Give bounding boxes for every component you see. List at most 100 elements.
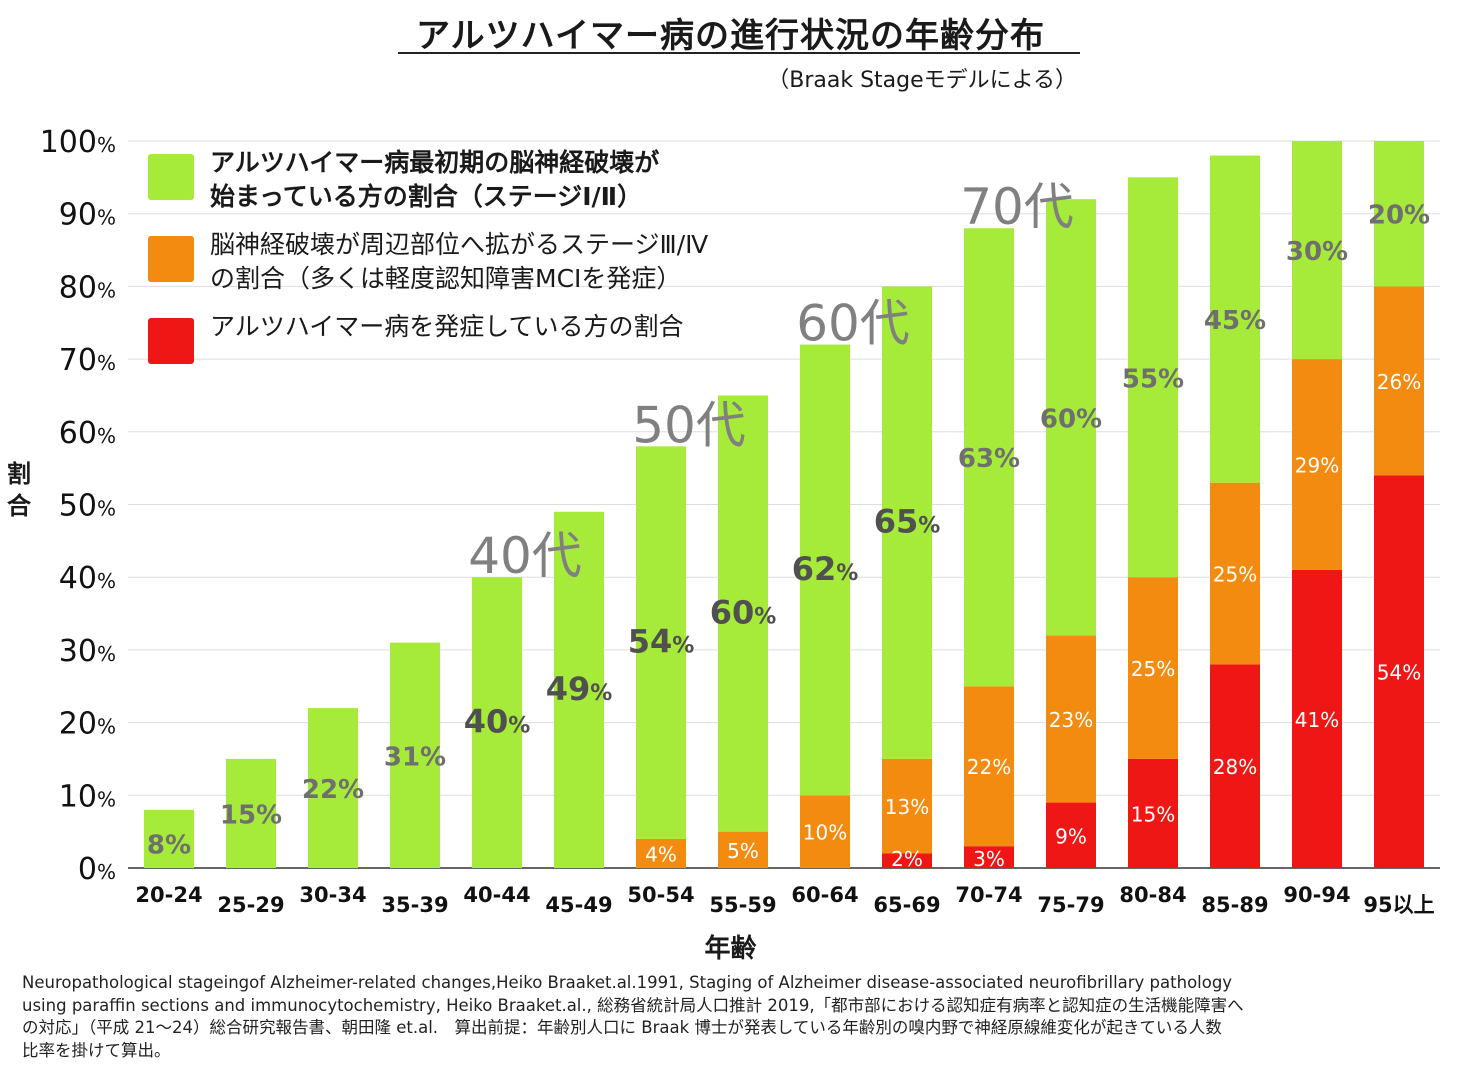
x-tick-label: 55-59 — [709, 893, 776, 917]
legend-label-ad: アルツハイマー病を発症している方の割合 — [210, 312, 684, 341]
data-label-ad: 9% — [1055, 824, 1087, 848]
bar-ad — [1374, 475, 1424, 868]
y-tick-label: 60% — [59, 416, 116, 451]
bar-stage12 — [472, 577, 522, 868]
data-label-stage12: 54% — [628, 623, 695, 661]
bar-stage34 — [964, 686, 1014, 847]
bar-ad — [882, 853, 932, 868]
bar-stage12 — [554, 511, 604, 868]
footnote-line: using paraffin sections and immunocytoch… — [22, 995, 1244, 1015]
legend-label-stage34-line2: の割合（多くは軽度認知障害MCIを発症） — [210, 264, 682, 293]
x-tick-label: 40-44 — [463, 883, 530, 907]
legend-swatch-stage12 — [148, 154, 194, 200]
bar-stage12 — [144, 809, 194, 868]
bar-stage12 — [1210, 155, 1260, 483]
data-label-ad: 54% — [1377, 661, 1421, 685]
footnote-line: の対応」（平成 21～24）総合研究報告書、朝田隆 et.al. 算出前提：年齢… — [22, 1018, 1222, 1037]
y-tick-label: 20% — [59, 707, 116, 742]
chart-subtitle: （Braak Stageモデルによる） — [767, 68, 1077, 93]
bar-ad — [964, 846, 1014, 868]
legend-label-stage12-line2: 始まっている方の割合（ステージⅠ/Ⅱ） — [210, 182, 643, 211]
bar-ad — [1210, 664, 1260, 868]
bar-stage34 — [1374, 286, 1424, 476]
bar-stage12 — [800, 344, 850, 796]
bar-stage12 — [636, 446, 686, 839]
data-label-ad: 41% — [1295, 708, 1339, 732]
x-tick-label: 95以上 — [1363, 893, 1434, 917]
bar-stage12 — [1292, 141, 1342, 360]
decade-label: 70代 — [960, 178, 1074, 236]
bar-stage34 — [800, 795, 850, 868]
x-tick-label: 30-34 — [299, 883, 366, 907]
legend-label-stage34-line1: 脳神経破壊が周辺部位へ拡がるステージⅢ/Ⅳ — [210, 230, 709, 259]
bar-stage12 — [1046, 199, 1096, 636]
y-axis-label: 割合 — [7, 460, 31, 520]
legend: アルツハイマー病最初期の脳神経破壊が 始まっている方の割合（ステージⅠ/Ⅱ） 脳… — [148, 146, 708, 378]
y-tick-label: 50% — [59, 489, 116, 524]
data-label-stage12: 60% — [710, 594, 777, 632]
x-tick-label: 35-39 — [381, 893, 448, 917]
decade-label: 40代 — [468, 527, 582, 585]
y-tick-label: 70% — [59, 343, 116, 378]
bar-ad — [1292, 569, 1342, 868]
bar-stage12 — [390, 642, 440, 868]
data-label-stage12: 15% — [220, 800, 282, 830]
x-tick-label: 25-29 — [217, 893, 284, 917]
y-tick-label: 30% — [59, 634, 116, 669]
x-tick-label: 20-24 — [135, 883, 202, 907]
data-label-stage34: 23% — [1049, 708, 1093, 732]
title-underline — [398, 52, 1080, 54]
data-label-stage34: 29% — [1295, 454, 1339, 478]
bar-ad — [1128, 758, 1178, 868]
bar-stage12 — [718, 395, 768, 832]
data-label-stage34: 22% — [967, 755, 1011, 779]
data-label-stage12: 45% — [1204, 306, 1266, 336]
data-label-ad: 3% — [973, 847, 1005, 871]
bar-stage12 — [882, 286, 932, 759]
y-tick-label: 80% — [59, 270, 116, 305]
chart-title: アルツハイマー病の進行状況の年齢分布 — [416, 16, 1045, 56]
decade-label: 50代 — [632, 396, 746, 454]
y-tick-label: 10% — [59, 779, 116, 814]
x-tick-label: 90-94 — [1283, 883, 1350, 907]
data-label-ad: 15% — [1131, 802, 1175, 826]
legend-item-stage34: 脳神経破壊が周辺部位へ拡がるステージⅢ/Ⅳ の割合（多くは軽度認知障害MCIを発… — [148, 228, 708, 296]
data-label-stage34: 5% — [727, 839, 759, 863]
decade-label: 60代 — [796, 295, 910, 353]
y-tick-label: 90% — [59, 198, 116, 233]
data-label-stage34: 13% — [885, 795, 929, 819]
data-label-stage34: 25% — [1131, 657, 1175, 681]
legend-item-ad: アルツハイマー病を発症している方の割合 — [148, 310, 708, 364]
bar-ad — [1046, 802, 1096, 868]
bar-stage34 — [636, 838, 686, 868]
bar-stage34 — [1128, 577, 1178, 759]
bar-stage34 — [1292, 359, 1342, 570]
data-label-stage12: 22% — [302, 775, 364, 805]
data-label-stage34: 25% — [1213, 563, 1257, 587]
y-tick-label: 100% — [40, 125, 116, 160]
x-tick-label: 45-49 — [545, 893, 612, 917]
data-label-ad: 2% — [891, 847, 923, 871]
x-tick-label: 50-54 — [627, 883, 694, 907]
data-label-stage12: 20% — [1368, 201, 1430, 231]
footnote-line: Neuropathological stageingof Alzheimer-r… — [22, 973, 1233, 992]
x-tick-label: 85-89 — [1201, 893, 1268, 917]
bar-stage12 — [308, 708, 358, 868]
bar-stage12 — [226, 758, 276, 868]
bar-stage34 — [1046, 635, 1096, 803]
bar-stage12 — [1374, 141, 1424, 287]
bar-stage34 — [718, 831, 768, 868]
data-label-stage34: 26% — [1377, 370, 1421, 394]
legend-item-stage12: アルツハイマー病最初期の脳神経破壊が 始まっている方の割合（ステージⅠ/Ⅱ） — [148, 146, 708, 214]
bar-stage12 — [1128, 177, 1178, 578]
data-label-stage12: 60% — [1040, 404, 1102, 434]
data-label-stage12: 40% — [464, 703, 531, 741]
bar-stage12 — [964, 228, 1014, 687]
data-label-stage34: 4% — [645, 842, 677, 866]
data-label-stage12: 63% — [958, 444, 1020, 474]
x-tick-label: 65-69 — [873, 893, 940, 917]
footnote: Neuropathological stageingof Alzheimer-r… — [22, 972, 1442, 1062]
data-label-stage34: 10% — [803, 821, 847, 845]
legend-label-stage12-line1: アルツハイマー病最初期の脳神経破壊が — [210, 148, 660, 177]
